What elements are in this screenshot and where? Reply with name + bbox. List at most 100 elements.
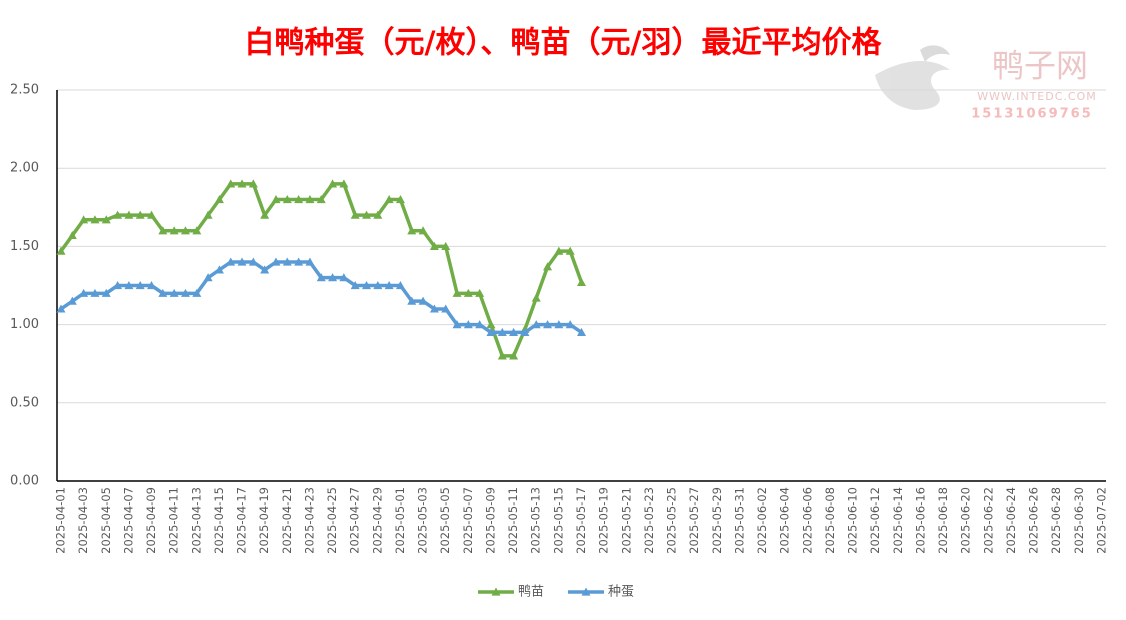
x-tick-label: 2025-04-07	[121, 487, 135, 554]
data-point	[158, 288, 168, 297]
x-tick-label: 2025-05-31	[732, 487, 746, 554]
data-point	[203, 210, 213, 219]
data-point	[135, 210, 145, 219]
data-point	[543, 320, 553, 329]
data-point	[395, 281, 405, 290]
data-point	[79, 215, 89, 224]
data-point	[294, 257, 304, 266]
data-point	[475, 288, 485, 297]
y-tick-label: 1.50	[10, 239, 39, 254]
data-point	[67, 230, 77, 240]
legend-label: 种蛋	[608, 585, 634, 600]
data-point	[180, 288, 190, 297]
data-point	[554, 320, 564, 329]
x-tick-label: 2025-05-21	[619, 487, 633, 554]
x-tick-label: 2025-04-05	[99, 487, 113, 554]
data-point	[509, 351, 519, 360]
x-tick-label: 2025-04-19	[257, 487, 271, 554]
x-tick-label: 2025-06-12	[868, 487, 882, 554]
data-point	[237, 257, 247, 266]
x-tick-label: 2025-05-29	[710, 487, 724, 554]
data-point	[339, 273, 349, 282]
data-point	[339, 179, 349, 188]
data-point	[407, 296, 417, 305]
data-point	[305, 194, 315, 204]
x-tick-label: 2025-06-14	[891, 487, 905, 554]
x-tick-label: 2025-06-08	[823, 487, 837, 554]
watermark-logo	[920, 45, 950, 62]
x-tick-label: 2025-06-10	[846, 487, 860, 554]
x-tick-label: 2025-04-23	[302, 487, 316, 554]
data-point	[554, 246, 564, 255]
x-tick-label: 2025-05-27	[687, 487, 701, 554]
data-point	[328, 179, 338, 188]
data-point	[147, 210, 157, 219]
y-tick-label: 0.00	[10, 474, 39, 489]
data-point	[67, 296, 77, 305]
data-point	[316, 194, 326, 204]
data-point	[248, 179, 258, 188]
x-tick-label: 2025-05-03	[416, 487, 430, 554]
data-point	[226, 179, 236, 188]
data-point	[452, 288, 462, 297]
data-point	[90, 288, 100, 297]
data-point	[192, 288, 202, 297]
x-tick-label: 2025-05-15	[551, 487, 565, 554]
data-point	[101, 215, 111, 224]
x-tick-label: 2025-04-21	[280, 487, 294, 554]
data-point	[497, 351, 507, 360]
data-point	[113, 210, 123, 219]
data-point	[271, 257, 281, 266]
data-point	[282, 257, 292, 266]
data-point	[395, 194, 405, 204]
x-tick-label: 2025-04-29	[370, 487, 384, 554]
y-tick-label: 0.50	[10, 395, 39, 410]
x-tick-label: 2025-06-28	[1049, 487, 1063, 554]
data-point	[282, 194, 292, 204]
x-tick-label: 2025-06-16	[913, 487, 927, 554]
data-point	[362, 281, 372, 290]
x-tick-label: 2025-04-01	[54, 487, 68, 554]
x-tick-label: 2025-06-06	[800, 487, 814, 554]
data-point	[497, 327, 507, 337]
watermark-url: WWW.INTEDC.COM	[977, 90, 1096, 103]
x-tick-label: 2025-05-07	[461, 487, 475, 554]
data-point	[260, 210, 270, 219]
data-point	[531, 320, 541, 329]
data-point	[407, 226, 417, 235]
x-tick-label: 2025-05-17	[574, 487, 588, 554]
data-point	[203, 273, 213, 282]
legend-marker	[491, 587, 501, 596]
x-tick-label: 2025-06-30	[1072, 487, 1086, 554]
data-point	[56, 304, 66, 313]
x-tick-label: 2025-06-02	[755, 487, 769, 554]
x-tick-label: 2025-05-19	[597, 487, 611, 554]
x-tick-label: 2025-06-18	[936, 487, 950, 554]
data-point	[101, 288, 111, 297]
data-point	[294, 194, 304, 204]
data-point	[350, 281, 360, 290]
x-tick-label: 2025-05-25	[665, 487, 679, 554]
data-point	[124, 210, 134, 219]
data-point	[260, 265, 270, 274]
data-point	[565, 246, 575, 255]
data-point	[237, 179, 247, 188]
data-point	[214, 194, 224, 204]
x-tick-label: 2025-06-26	[1027, 487, 1041, 554]
x-tick-label: 2025-05-13	[529, 487, 543, 554]
x-tick-label: 2025-06-04	[778, 487, 792, 554]
data-point	[169, 288, 179, 297]
x-tick-label: 2025-04-25	[325, 487, 339, 554]
data-point	[147, 281, 157, 290]
data-point	[418, 226, 428, 235]
data-point	[79, 288, 89, 297]
data-point	[124, 281, 134, 290]
y-tick-label: 2.00	[10, 161, 39, 176]
x-tick-label: 2025-04-15	[212, 487, 226, 554]
data-point	[475, 320, 485, 329]
x-tick-label: 2025-06-22	[981, 487, 995, 554]
x-tick-label: 2025-05-01	[393, 487, 407, 554]
data-point	[271, 194, 281, 204]
